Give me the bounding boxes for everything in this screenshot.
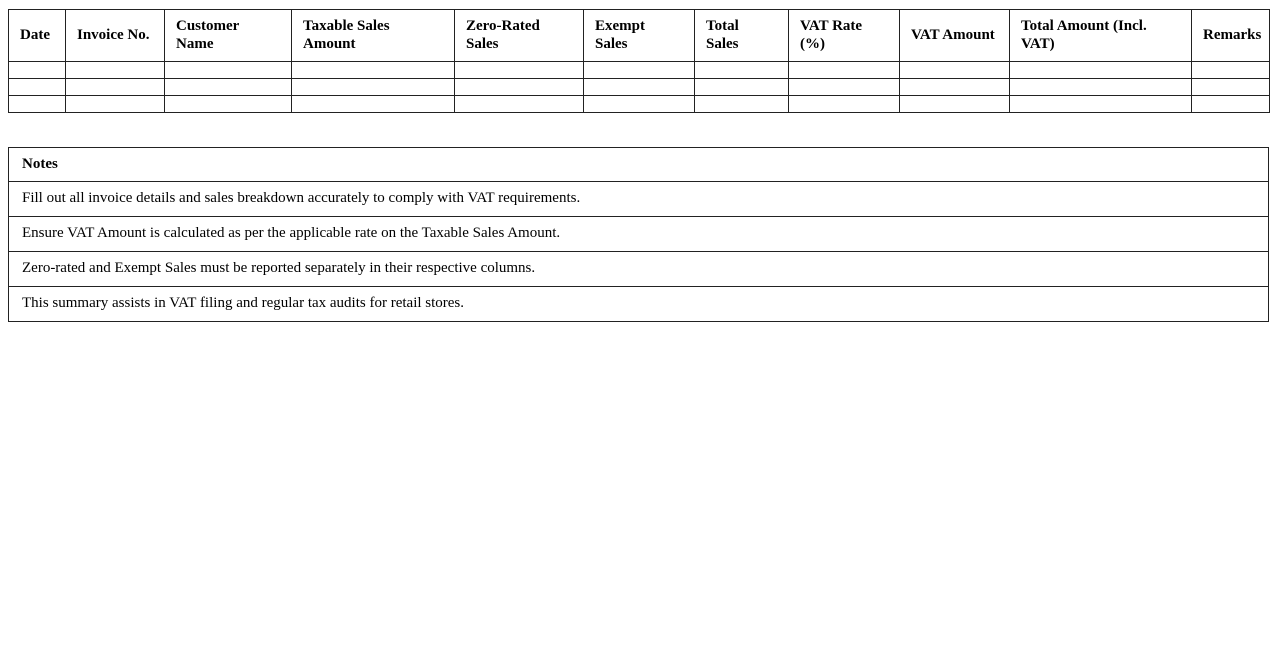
column-header-taxable-sales-amount: Taxable Sales Amount (291, 9, 455, 62)
empty-cell (694, 78, 789, 96)
empty-cell (1009, 95, 1192, 113)
empty-cell (583, 78, 695, 96)
column-header-invoice-no: Invoice No. (65, 9, 165, 62)
empty-cell (899, 78, 1010, 96)
note-item: Fill out all invoice details and sales b… (8, 181, 1269, 217)
empty-cell (454, 95, 584, 113)
empty-cell (8, 78, 66, 96)
column-header-total-amount-incl-vat: Total Amount (Incl. VAT) (1009, 9, 1192, 62)
empty-cell (788, 61, 900, 79)
empty-cell (788, 95, 900, 113)
column-header-zero-rated-sales: Zero-Rated Sales (454, 9, 584, 62)
note-item: This summary assists in VAT filing and r… (8, 286, 1269, 322)
empty-cell (1009, 78, 1192, 96)
empty-cell (1191, 95, 1270, 113)
column-header-vat-rate: VAT Rate (%) (788, 9, 900, 62)
note-item: Ensure VAT Amount is calculated as per t… (8, 216, 1269, 252)
empty-cell (899, 61, 1010, 79)
column-header-date: Date (8, 9, 66, 62)
table-row (8, 95, 1270, 113)
empty-cell (1191, 61, 1270, 79)
empty-cell (291, 95, 455, 113)
empty-cell (164, 95, 292, 113)
empty-cell (454, 78, 584, 96)
column-header-exempt-sales: Exempt Sales (583, 9, 695, 62)
empty-cell (65, 95, 165, 113)
notes-table: Notes Fill out all invoice details and s… (8, 147, 1269, 322)
table-row (8, 78, 1270, 96)
empty-cell (8, 61, 66, 79)
vat-summary-table: Date Invoice No. Customer Name Taxable S… (8, 9, 1270, 113)
note-row: This summary assists in VAT filing and r… (8, 286, 1269, 322)
empty-cell (1009, 61, 1192, 79)
empty-cell (291, 61, 455, 79)
notes-title-row: Notes (8, 147, 1269, 182)
table-row (8, 61, 1270, 79)
empty-cell (694, 95, 789, 113)
empty-cell (65, 78, 165, 96)
column-header-remarks: Remarks (1191, 9, 1270, 62)
note-row: Ensure VAT Amount is calculated as per t… (8, 216, 1269, 252)
empty-cell (583, 95, 695, 113)
empty-cell (788, 78, 900, 96)
column-header-vat-amount: VAT Amount (899, 9, 1010, 62)
note-row: Fill out all invoice details and sales b… (8, 181, 1269, 217)
column-header-customer-name: Customer Name (164, 9, 292, 62)
column-header-total-sales: Total Sales (694, 9, 789, 62)
empty-cell (164, 78, 292, 96)
header-row: Date Invoice No. Customer Name Taxable S… (8, 9, 1270, 62)
empty-cell (1191, 78, 1270, 96)
empty-cell (8, 95, 66, 113)
empty-cell (899, 95, 1010, 113)
empty-cell (454, 61, 584, 79)
empty-cell (164, 61, 292, 79)
empty-cell (65, 61, 165, 79)
note-item: Zero-rated and Exempt Sales must be repo… (8, 251, 1269, 287)
empty-cell (291, 78, 455, 96)
notes-title: Notes (8, 147, 1269, 182)
empty-cell (583, 61, 695, 79)
empty-cell (694, 61, 789, 79)
note-row: Zero-rated and Exempt Sales must be repo… (8, 251, 1269, 287)
